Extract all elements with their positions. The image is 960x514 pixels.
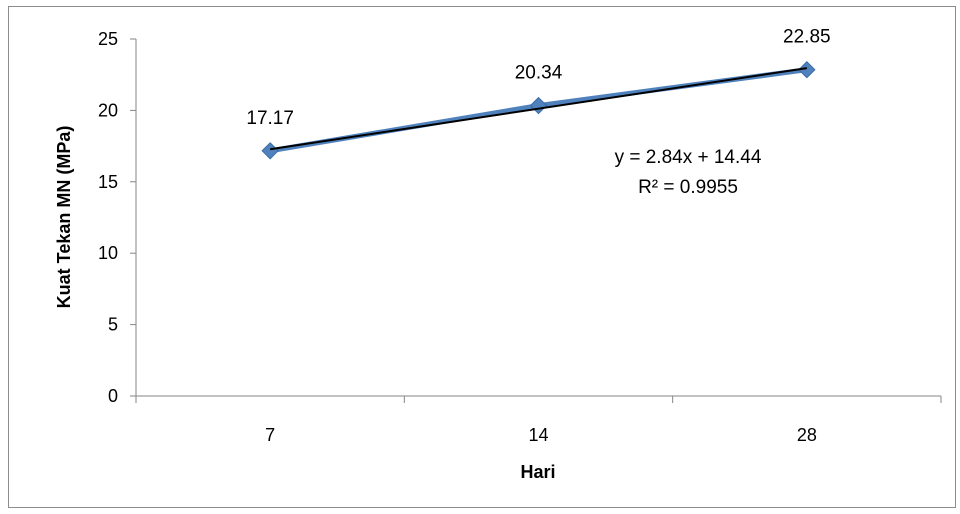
y-axis-title: Kuat Tekan MN (MPa) — [54, 126, 74, 309]
y-axis: 0 5 10 15 20 25 — [98, 29, 137, 406]
trendline-r-squared: R² = 0.9955 — [638, 177, 738, 198]
data-point-marker — [261, 142, 279, 160]
trendline-layer — [270, 67, 807, 151]
data-label: 17.17 — [246, 108, 294, 129]
y-tick-label: 25 — [98, 29, 118, 49]
data-point-marker — [529, 96, 548, 115]
x-axis-title: Hari — [520, 462, 555, 482]
data-label: 20.34 — [515, 63, 563, 84]
x-tick-label: 14 — [528, 425, 548, 445]
y-tick-label: 5 — [108, 315, 118, 335]
data-label: 22.85 — [783, 27, 831, 48]
trendline-equation: y = 2.84x + 14.44 — [615, 147, 762, 168]
x-axis: 7 14 28 — [135, 395, 942, 445]
y-tick-label: 10 — [98, 243, 118, 263]
y-tick-label: 15 — [98, 172, 118, 192]
chart-frame — [8, 6, 956, 508]
x-tick-label: 28 — [797, 425, 817, 445]
label-layer: 17.17 20.34 22.85 — [246, 27, 830, 129]
data-point-marker — [798, 60, 816, 79]
y-tick-label: 20 — [98, 100, 118, 120]
trendline — [270, 67, 807, 151]
y-tick-label: 0 — [108, 386, 118, 406]
x-tick-label: 7 — [265, 425, 275, 445]
